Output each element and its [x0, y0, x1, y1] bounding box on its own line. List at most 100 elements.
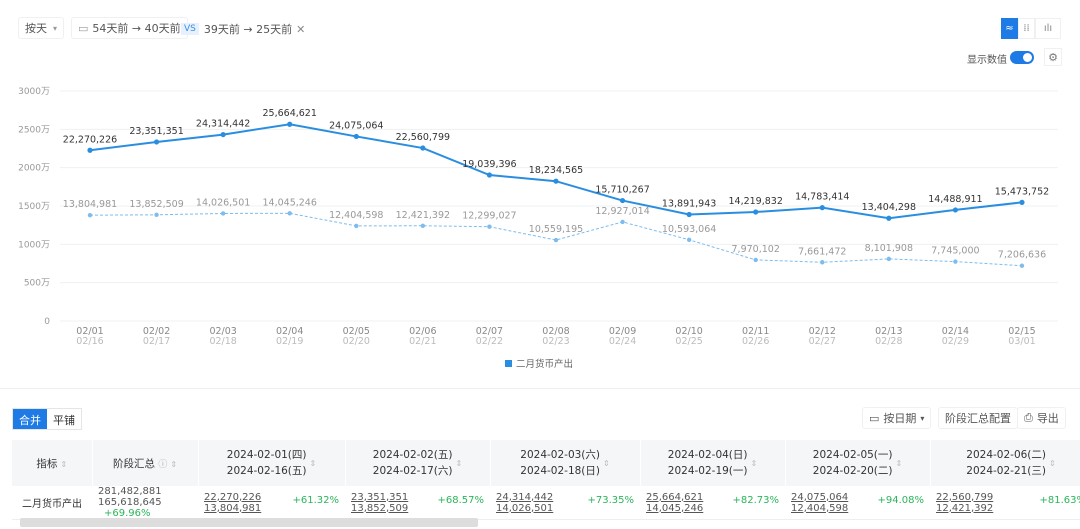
- value-compare[interactable]: 13,852,509: [351, 502, 409, 514]
- value-compare[interactable]: 12,421,392: [936, 502, 994, 514]
- x-tick-label-compare: 02/17: [143, 336, 170, 347]
- compare-range[interactable]: VS 39天前 → 25天前 ✕: [176, 21, 305, 37]
- data-point: [886, 215, 892, 221]
- data-label: 13,404,298: [862, 202, 916, 213]
- x-tick-label: 02/05: [343, 326, 370, 337]
- x-tick-label-compare: 02/21: [409, 336, 436, 347]
- value-compare[interactable]: 14,026,501: [496, 502, 554, 514]
- sort-icon[interactable]: ⇕: [309, 459, 317, 468]
- date-current: 2024-02-04(日): [667, 449, 748, 461]
- value-current[interactable]: 22,270,226: [204, 491, 262, 503]
- data-point: [487, 224, 492, 229]
- granularity-value: 按天: [25, 22, 47, 35]
- data-label: 7,206,636: [998, 250, 1046, 261]
- data-point: [287, 211, 292, 216]
- by-date-select[interactable]: ▭ 按日期 ▾: [862, 407, 932, 429]
- change-pct: +68.57%: [437, 494, 484, 506]
- change-pct: +94.08%: [877, 494, 924, 506]
- show-values-toggle[interactable]: [1010, 51, 1034, 64]
- x-tick-label-compare: 02/25: [675, 336, 702, 347]
- data-point: [953, 259, 958, 264]
- data-label: 22,560,799: [396, 132, 450, 143]
- header-date[interactable]: 2024-02-06(二) 2024-02-21(三) ⇕: [930, 440, 1080, 486]
- value-current[interactable]: 24,314,442: [496, 491, 554, 503]
- compare-series-line: [89, 212, 1023, 267]
- y-tick-label: 3000万: [18, 87, 50, 97]
- value-current[interactable]: 25,664,621: [646, 491, 704, 503]
- close-icon[interactable]: ✕: [296, 22, 306, 36]
- data-point: [354, 223, 359, 229]
- merge-tab[interactable]: 合并: [13, 409, 47, 429]
- header-date[interactable]: 2024-02-01(四) 2024-02-16(五) ⇕: [198, 440, 346, 486]
- sort-icon[interactable]: ⇕: [60, 459, 68, 469]
- header-summary[interactable]: 阶段汇总 ⓘ ⇕: [92, 440, 199, 486]
- date-current: 2024-02-05(一): [812, 449, 893, 461]
- x-tick-label-compare: 02/18: [209, 336, 236, 347]
- data-label: 12,927,014: [595, 206, 649, 217]
- header-date[interactable]: 2024-02-02(五) 2024-02-17(六) ⇕: [345, 440, 491, 486]
- data-point: [553, 237, 559, 243]
- x-tick-label: 02/14: [942, 326, 969, 337]
- x-tick-label-compare: 02/29: [942, 336, 969, 347]
- date-compare: 2024-02-20(二): [812, 465, 893, 477]
- line-chart-icon[interactable]: ≈: [1001, 18, 1018, 39]
- sort-icon[interactable]: ⇕: [603, 459, 610, 468]
- export-button[interactable]: ⎙ 导出: [1017, 407, 1066, 429]
- sort-icon[interactable]: ⇕: [455, 459, 463, 468]
- data-point: [87, 147, 93, 153]
- header-date[interactable]: 2024-02-03(六) 2024-02-18(日) ⇕: [490, 440, 641, 486]
- calendar-icon: ▭: [78, 21, 89, 35]
- x-tick-label-compare: 03/01: [1008, 336, 1035, 347]
- sort-icon[interactable]: ⇕: [1049, 459, 1056, 468]
- value-compare[interactable]: 12,404,598: [791, 502, 849, 514]
- x-tick-label: 02/07: [476, 326, 503, 337]
- x-tick-label-compare: 02/19: [276, 336, 303, 347]
- sort-icon[interactable]: ⇕: [750, 459, 758, 468]
- x-tick-label: 02/13: [875, 326, 902, 337]
- sort-icon[interactable]: ⇕: [895, 459, 903, 468]
- header-date[interactable]: 2024-02-04(日) 2024-02-19(一) ⇕: [640, 440, 786, 486]
- data-point: [686, 237, 692, 242]
- y-tick-label: 1500万: [18, 202, 50, 212]
- x-tick-label: 02/12: [809, 326, 836, 337]
- settings-gear-icon[interactable]: ⚙: [1044, 48, 1062, 66]
- data-label: 14,488,911: [928, 194, 982, 205]
- value-current[interactable]: 22,560,799: [936, 491, 994, 503]
- header-date[interactable]: 2024-02-05(一) 2024-02-20(二) ⇕: [785, 440, 931, 486]
- dot-chart-icon[interactable]: ⁞⁞: [1018, 18, 1035, 39]
- value-current[interactable]: 24,075,064: [791, 491, 849, 503]
- x-tick-label-compare: 02/27: [809, 336, 836, 347]
- value-current[interactable]: 23,351,351: [351, 491, 409, 503]
- date-cell: 24,075,064 12,404,598 +94.08%: [785, 486, 930, 520]
- data-point: [753, 257, 758, 263]
- x-tick-label-compare: 02/20: [343, 336, 370, 347]
- x-tick-label-compare: 02/23: [542, 336, 569, 347]
- value-compare[interactable]: 13,804,981: [204, 502, 262, 514]
- value-compare[interactable]: 14,045,246: [646, 502, 704, 514]
- calendar-icon: ▭: [869, 411, 880, 425]
- date-range-a[interactable]: ▭ 54天前 → 40天前: [71, 17, 188, 39]
- horizontal-scrollbar[interactable]: [20, 518, 478, 527]
- summary-config-button[interactable]: 阶段汇总配置: [938, 407, 1018, 429]
- header-label: 阶段汇总: [112, 457, 155, 470]
- legend-item[interactable]: 二月货币产出: [505, 356, 573, 370]
- data-label: 14,026,501: [196, 197, 250, 208]
- change-pct: +61.32%: [292, 494, 339, 506]
- x-tick-label: 02/03: [209, 326, 236, 337]
- date-cell: 22,270,226 13,804,981 +61.32%: [198, 486, 345, 520]
- data-point: [553, 178, 559, 184]
- bar-chart-icon[interactable]: ılı: [1035, 18, 1061, 39]
- export-label: 导出: [1036, 412, 1059, 425]
- tile-tab[interactable]: 平铺: [53, 414, 75, 427]
- summary-config-label: 阶段汇总配置: [945, 412, 1011, 425]
- x-tick-label: 02/02: [143, 326, 170, 337]
- granularity-select[interactable]: 按天 ▾: [18, 17, 65, 39]
- data-point: [820, 260, 825, 265]
- y-tick-label: 2000万: [18, 164, 50, 174]
- view-mode-switch: 合并 平铺: [12, 408, 82, 430]
- info-icon[interactable]: ⓘ: [158, 459, 168, 470]
- header-metric[interactable]: 指标 ⇕: [12, 440, 93, 486]
- sort-icon[interactable]: ⇕: [170, 459, 178, 469]
- x-tick-label: 02/08: [542, 326, 569, 337]
